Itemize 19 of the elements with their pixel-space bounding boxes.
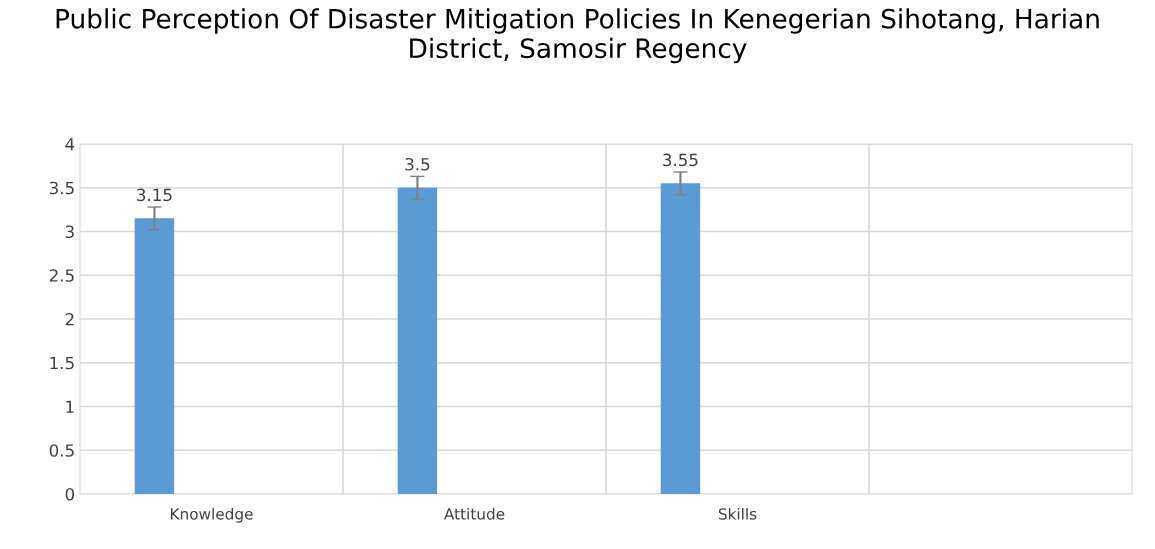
x-tick-label: Attitude [444,507,505,520]
y-tick-label: 4 [65,138,75,151]
bar [660,183,701,494]
y-tick-label: 2 [65,312,74,326]
data-label: 3.55 [663,153,698,167]
y-tick-label: 1.5 [50,356,74,370]
y-tick-label: 2.5 [49,269,74,282]
bar [397,187,438,494]
y-tick-label: 1 [66,400,74,413]
x-tick-label: Knowledge [171,507,253,523]
x-tick-label: Skills [718,507,757,520]
data-label: 3.5 [405,157,430,171]
data-label: 3.15 [137,188,172,202]
y-tick-label: 0.5 [49,444,74,457]
y-tick-label: 3 [65,225,74,239]
y-tick-label: 0 [65,487,75,501]
bar [134,218,175,494]
y-tick-label: 3.5 [49,181,74,195]
chart-title: Public Perception Of Disaster Mitigation Policies In Kenegerian Sihotang, Harian District, Samosir Regency [56,8,1099,64]
